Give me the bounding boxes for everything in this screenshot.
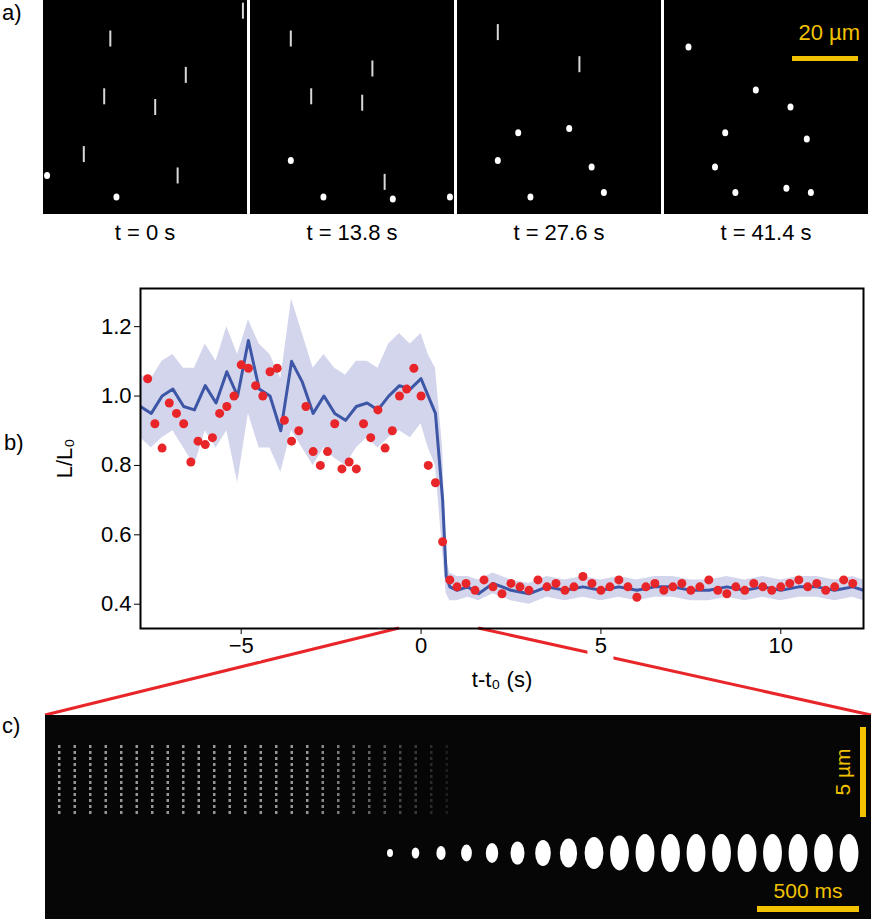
svg-text:0.4: 0.4 <box>101 591 132 616</box>
svg-text:0.6: 0.6 <box>101 522 132 547</box>
html-text:t = 41.4 s: t = 41.4 s <box>720 220 812 245</box>
svg-text:500 ms: 500 ms <box>774 879 843 902</box>
svg-text:5: 5 <box>595 633 607 658</box>
svg-text:1.0: 1.0 <box>101 383 132 408</box>
svg-text:0.8: 0.8 <box>101 452 132 477</box>
html-text:t = 13.8 s: t = 13.8 s <box>306 220 398 245</box>
html-text:a): a) <box>2 0 22 25</box>
svg-text:L/L₀: L/L₀ <box>52 439 77 479</box>
svg-text:−5: −5 <box>229 633 254 658</box>
html-text:t = 27.6 s: t = 27.6 s <box>513 220 605 245</box>
svg-text:10: 10 <box>769 633 793 658</box>
svg-text:1.2: 1.2 <box>101 314 132 339</box>
html-text:b): b) <box>4 430 24 455</box>
svg-text:t-t₀ (s): t-t₀ (s) <box>472 667 532 692</box>
html-text:20 µm: 20 µm <box>798 20 860 45</box>
html-text:c): c) <box>2 713 21 738</box>
html-text:t = 0 s: t = 0 s <box>114 220 176 245</box>
svg-text:5 µm: 5 µm <box>831 748 854 795</box>
svg-text:0: 0 <box>415 633 427 658</box>
